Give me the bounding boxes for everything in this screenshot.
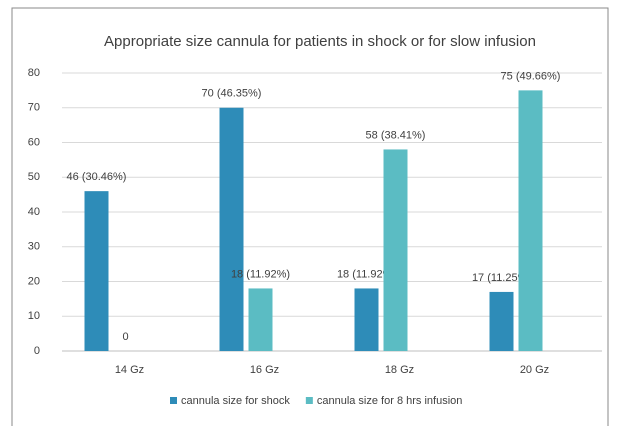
x-tick-label: 14 Gz <box>115 364 144 376</box>
x-tick-label: 18 Gz <box>385 364 414 376</box>
bar <box>489 291 514 351</box>
y-tick-label: 50 <box>28 171 40 183</box>
y-tick-label: 10 <box>28 310 40 322</box>
bar <box>354 288 379 351</box>
data-label: 0 <box>122 331 128 343</box>
data-label: 18 (11.92%) <box>231 268 290 280</box>
data-label: 18 (11.92%) <box>337 268 396 280</box>
data-label: 58 (38.41%) <box>366 129 426 141</box>
legend-swatch <box>305 397 313 404</box>
bar <box>84 191 109 351</box>
data-label: 46 (30.46%) <box>67 171 127 183</box>
y-tick-label: 70 <box>28 102 40 114</box>
bar <box>248 288 273 351</box>
bar <box>219 107 244 351</box>
legend-label: cannula size for 8 hrs infusion <box>317 395 463 407</box>
y-tick-label: 0 <box>34 345 40 357</box>
x-tick-label: 16 Gz <box>250 364 279 376</box>
y-tick-label: 40 <box>28 206 40 218</box>
x-tick-label: 20 Gz <box>520 364 549 376</box>
data-label: 75 (49.66%) <box>501 70 561 82</box>
legend-label: cannula size for shock <box>181 395 290 407</box>
chart-frame <box>11 7 609 426</box>
data-label: 17 (11.25%) <box>472 272 531 284</box>
chart-title: Appropriate size cannula for patients in… <box>104 33 536 50</box>
data-label: 70 (46.35%) <box>202 88 262 100</box>
y-tick-label: 20 <box>28 275 40 287</box>
bar <box>383 149 408 351</box>
legend-swatch <box>170 397 177 404</box>
y-tick-label: 80 <box>28 67 40 79</box>
bar <box>518 90 543 351</box>
y-tick-label: 60 <box>28 136 40 148</box>
y-tick-label: 30 <box>28 241 40 253</box>
